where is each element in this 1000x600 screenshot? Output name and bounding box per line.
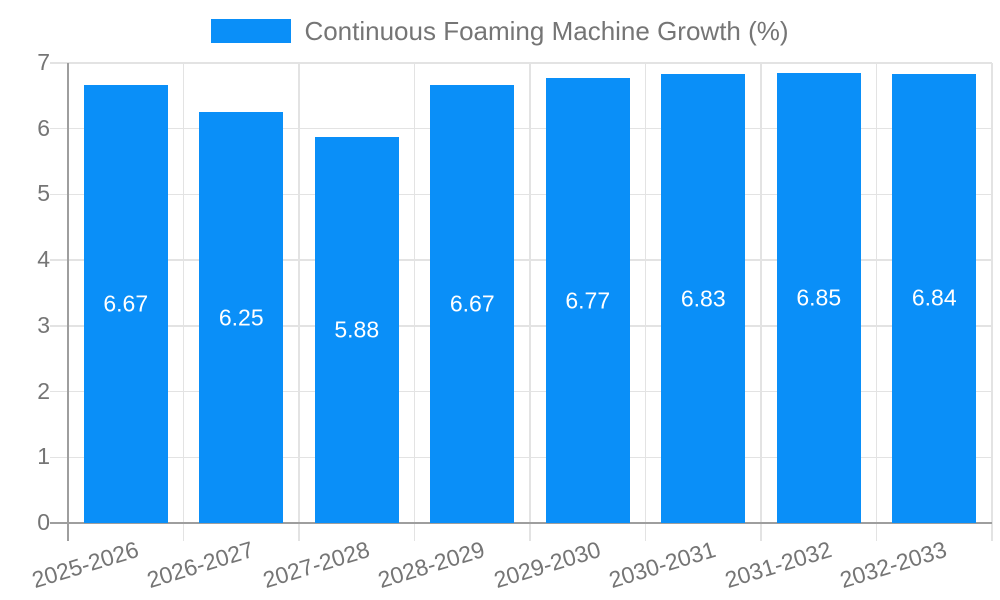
y-axis-tick (50, 259, 68, 261)
x-axis-tick (182, 523, 185, 541)
y-axis-label: 3 (37, 311, 50, 338)
x-gridline (991, 63, 993, 523)
x-axis-tick (760, 523, 762, 541)
y-axis-label: 2 (37, 377, 50, 404)
x-gridline (644, 63, 647, 523)
x-axis-label: 2029-2030 (490, 536, 604, 594)
x-gridline (298, 63, 300, 523)
bar[interactable]: 6.83 (661, 74, 746, 523)
bar[interactable]: 5.88 (314, 136, 399, 523)
x-axis-label: 2028-2029 (375, 536, 488, 594)
bar-value-label: 6.67 (449, 290, 495, 317)
x-gridline (529, 63, 531, 523)
y-axis-label: 0 (37, 508, 50, 535)
bar-value-label: 5.88 (334, 316, 380, 343)
x-axis-tick (875, 523, 878, 541)
y-gridline (68, 62, 992, 64)
x-gridline (760, 63, 762, 523)
bar[interactable]: 6.67 (83, 84, 168, 523)
x-gridline (182, 63, 185, 523)
x-axis-tick (298, 523, 300, 541)
bar-value-label: 6.67 (103, 290, 149, 317)
y-axis-tick (50, 193, 68, 196)
x-axis-label: 2030-2031 (606, 536, 719, 594)
bar[interactable]: 6.77 (545, 78, 630, 523)
y-axis-tick (50, 325, 68, 327)
legend-swatch (211, 19, 292, 43)
x-axis-tick (991, 523, 993, 541)
legend-label: Continuous Foaming Machine Growth (%) (304, 15, 789, 46)
x-gridline (875, 63, 878, 523)
y-axis-tick (50, 62, 68, 64)
bar[interactable]: 6.85 (776, 72, 861, 523)
x-axis-label: 2031-2032 (721, 536, 835, 594)
x-axis-line (50, 521, 992, 524)
x-axis-tick (529, 523, 531, 541)
y-axis-label: 6 (37, 114, 50, 141)
x-axis-label: 2026-2027 (144, 536, 257, 594)
bar[interactable]: 6.84 (892, 73, 977, 523)
x-axis-tick (644, 523, 647, 541)
y-axis-label: 4 (37, 246, 50, 273)
y-axis-label: 7 (37, 48, 50, 75)
bar-value-label: 6.83 (680, 285, 726, 312)
x-axis-label: 2025-2026 (28, 536, 142, 594)
bar-value-label: 6.77 (565, 287, 611, 314)
y-axis-tick (50, 390, 68, 393)
y-axis-tick (50, 456, 68, 458)
x-axis-label: 2027-2028 (259, 536, 373, 594)
y-axis-label: 1 (37, 443, 50, 470)
bar-value-label: 6.84 (911, 284, 957, 311)
x-axis-tick (413, 523, 416, 541)
bar-value-label: 6.85 (796, 284, 842, 311)
y-axis-label: 5 (37, 180, 50, 207)
bar[interactable]: 6.67 (430, 84, 515, 523)
y-axis-tick (50, 128, 68, 130)
bar-value-label: 6.25 (218, 304, 264, 331)
bar[interactable]: 6.25 (199, 112, 284, 523)
y-axis-line (66, 63, 69, 541)
legend[interactable]: Continuous Foaming Machine Growth (%) (0, 12, 1000, 50)
x-gridline (413, 63, 416, 523)
x-axis-label: 2032-2033 (837, 536, 950, 594)
